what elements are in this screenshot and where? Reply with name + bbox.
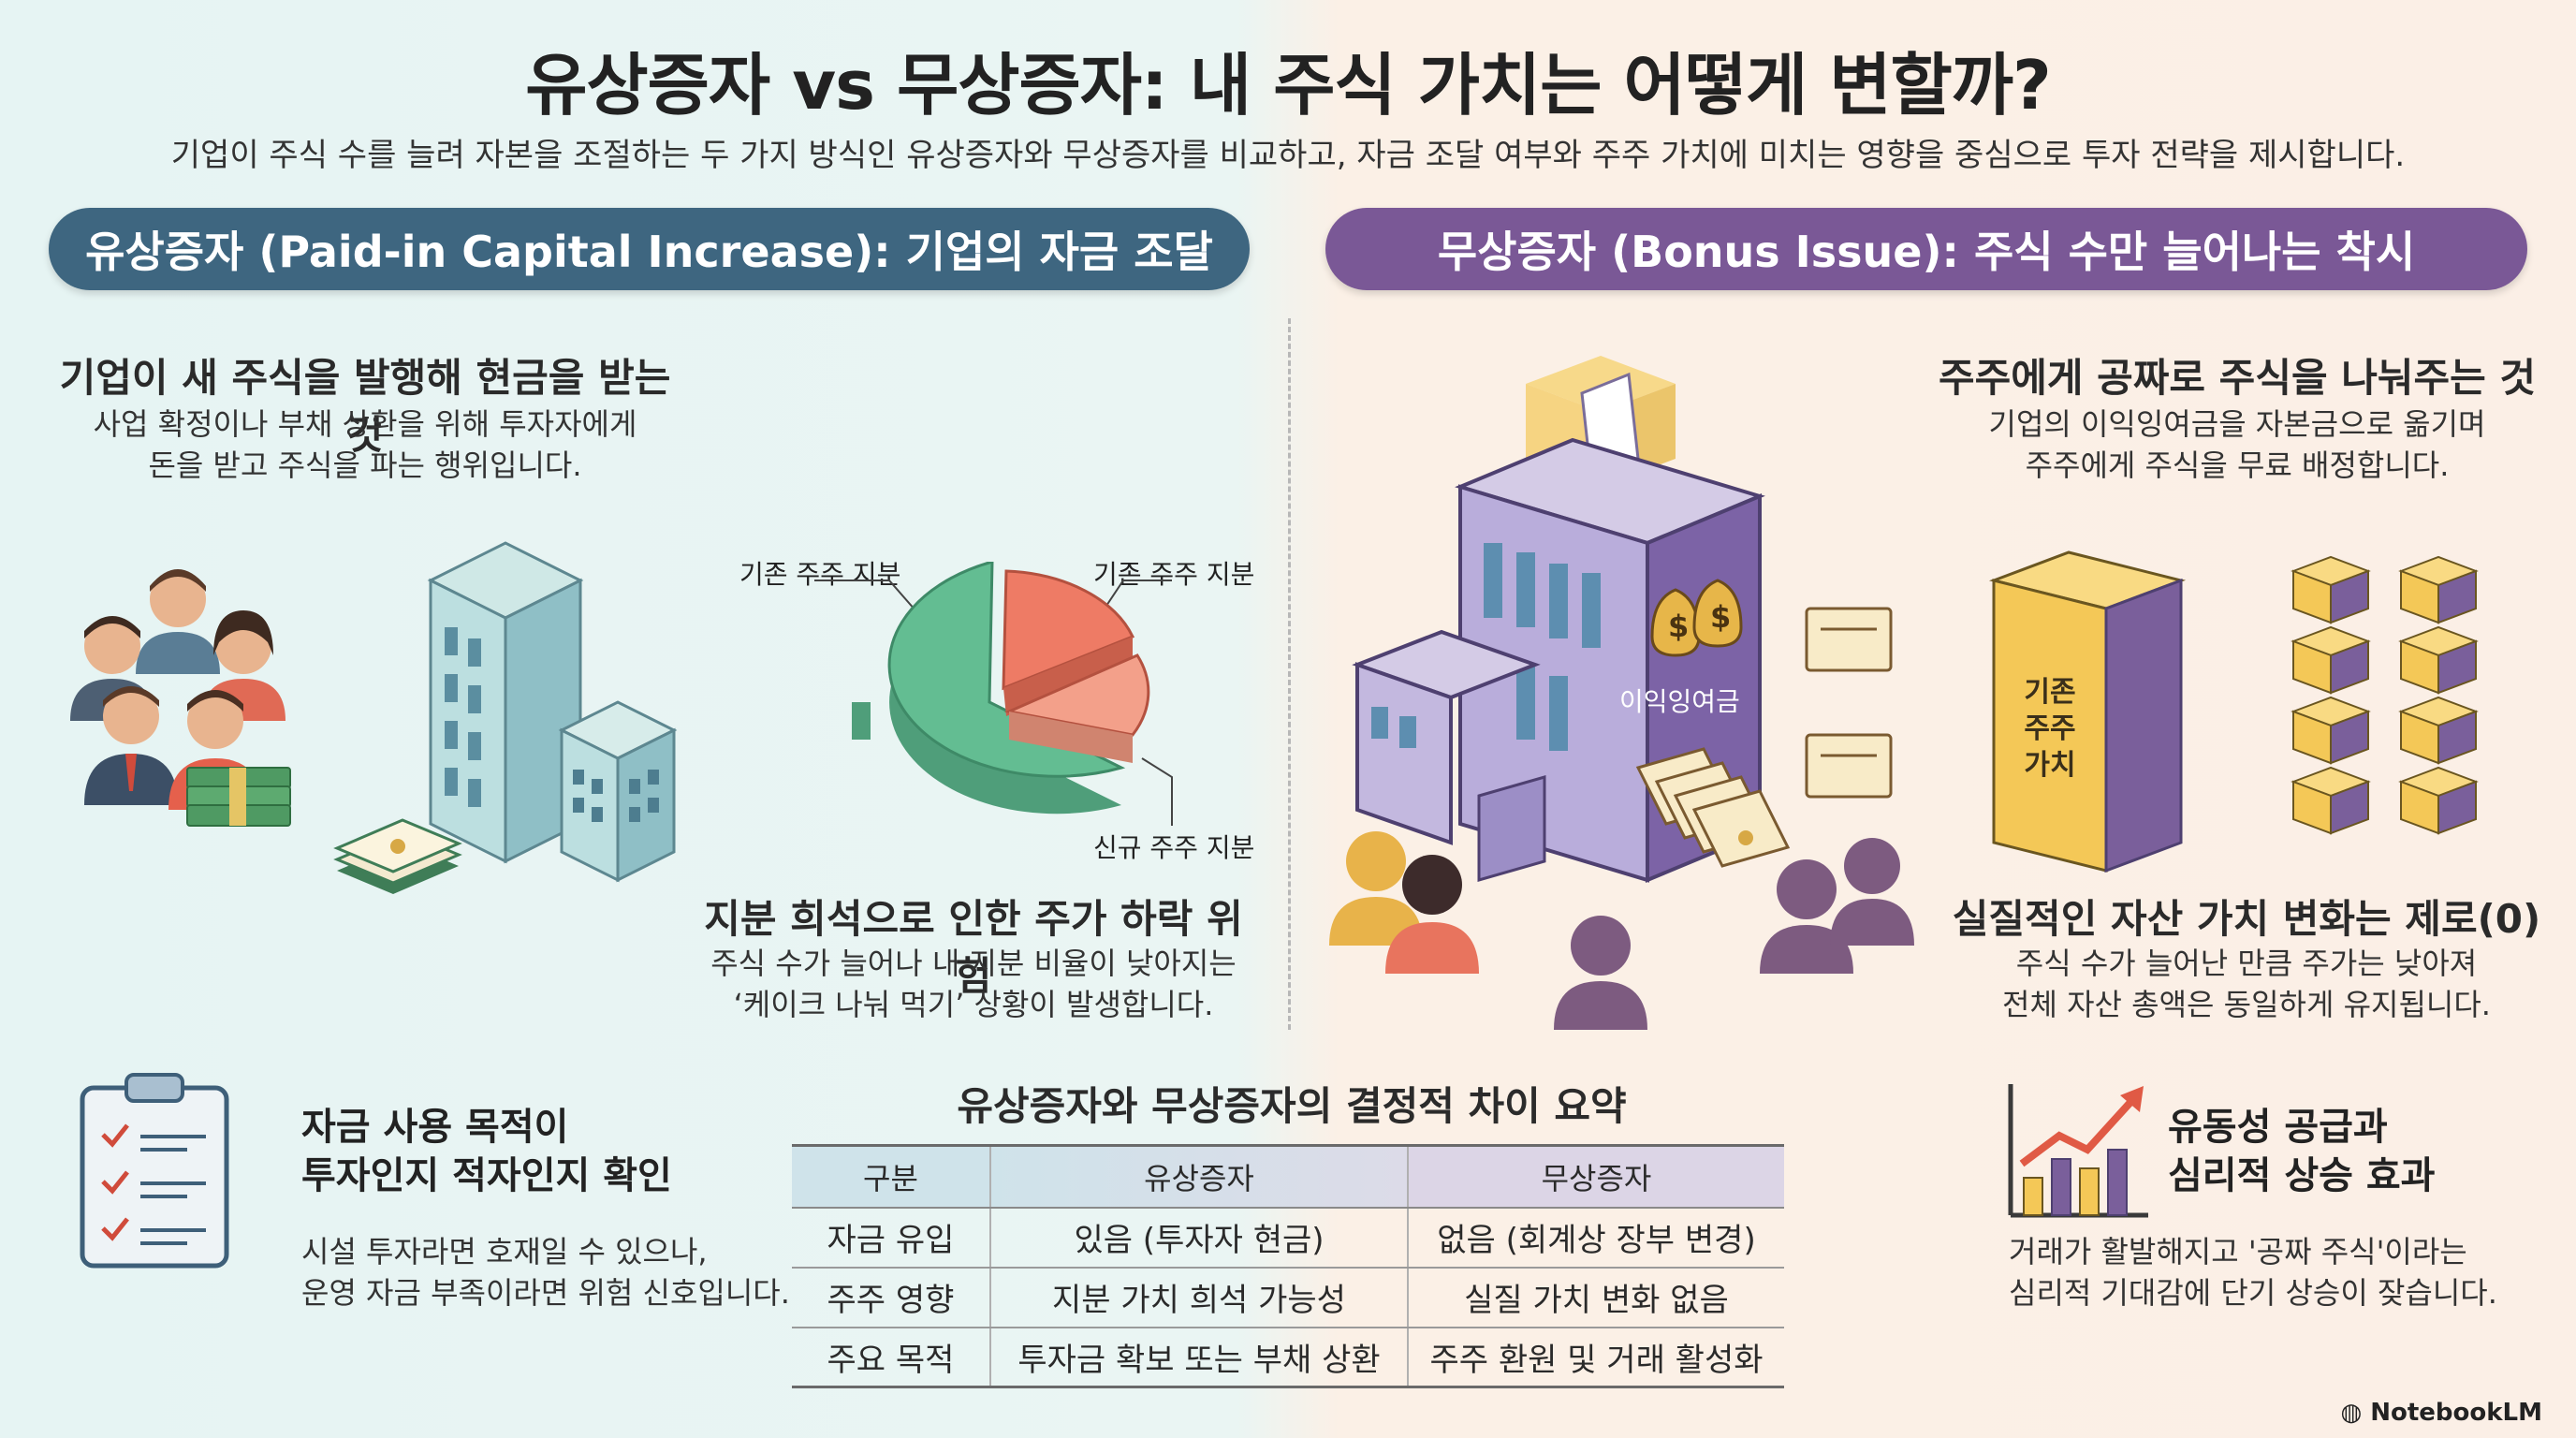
pie-slice-existing (887, 562, 1126, 778)
svg-text:$: $ (1710, 599, 1731, 635)
fund-purpose-heading-1: 자금 사용 목적이 (301, 1106, 569, 1149)
paid-in-banner: 유상증자 (Paid-in Capital Increase): 기업의 자금 … (49, 208, 1250, 290)
zero-value-change-body-1: 주식 수가 늘어난 만큼 주가는 낮아져 (2015, 946, 2478, 981)
fund-purpose-body-2: 운영 자금 부족이라면 위험 신호입니다. (301, 1275, 790, 1311)
liquidity-body-2: 심리적 기대감에 단기 상승이 잦습니다. (2009, 1275, 2497, 1311)
paid-in-definition-heading: 기업이 새 주식을 발행해 현금을 받는 것 (59, 355, 671, 458)
section-divider (1288, 318, 1291, 1030)
notebooklm-watermark: ◍ NotebookLM (2340, 1399, 2542, 1427)
page-subtitle: 기업이 주식 수를 늘려 자본을 조절하는 두 가지 방식인 유상증자와 무상증… (170, 137, 2406, 174)
liquidity-heading-2: 심리적 상승 효과 (2168, 1154, 2436, 1197)
table-cell: 없음 (회계상 장부 변경) (1407, 1207, 1784, 1269)
investors-icon (70, 569, 291, 827)
table-header-row: 구분 유상증자 무상증자 (792, 1144, 1784, 1209)
table-cell: 지분 가치 희석 가능성 (989, 1267, 1408, 1328)
table-header-bonus: 무상증자 (1407, 1144, 1784, 1209)
table-cell: 투자금 확보 또는 부채 상환 (989, 1327, 1408, 1388)
page-title: 유상증자 vs 무상증자: 내 주식 가치는 어떻게 변할까? (525, 46, 2052, 125)
shareholders-icon (1329, 831, 1914, 1030)
fund-purpose-body-1: 시설 투자라면 호재일 수 있으나, (301, 1234, 708, 1269)
watermark-text: NotebookLM (2370, 1399, 2542, 1427)
table-cell: 자금 유입 (792, 1207, 990, 1269)
paid-in-definition-body-1: 사업 확정이나 부채 상환을 위해 투자자에게 (93, 406, 637, 442)
bonus-definition-heading: 주주에게 공짜로 주식을 나눠주는 것 (1938, 355, 2537, 401)
pie-slice-new-1 (1002, 569, 1135, 691)
table-cell: 있음 (투자자 현금) (989, 1207, 1408, 1269)
table-row: 자금 유입 있음 (투자자 현금) 없음 (회계상 장부 변경) (792, 1207, 1784, 1269)
pie-label-new-shareholder: 신규 주주 지분 (1093, 832, 1255, 863)
table-cell: 주주 영향 (792, 1267, 990, 1328)
zero-value-change-body-2: 전체 자산 총액은 동일하게 유지됩니다. (2002, 987, 2491, 1022)
pie-slice-new-2 (1003, 653, 1150, 737)
checklist-icon (80, 1073, 229, 1269)
paid-in-definition-body-2: 돈을 받고 주식을 파는 행위입니다. (148, 448, 582, 483)
dilution-risk-body-1: 주식 수가 늘어나 내 지분 비율이 낮아지는 (710, 946, 1237, 981)
table-cell: 주주 환원 및 거래 활성화 (1407, 1327, 1784, 1388)
summary-table: 구분 유상증자 무상증자 자금 유입 있음 (투자자 현금) 없음 (회계상 장… (792, 1144, 1784, 1388)
zero-value-change-heading: 실질적인 자산 가치 변화는 제로(0) (1952, 896, 2541, 942)
table-cell: 실질 가치 변화 없음 (1407, 1267, 1784, 1328)
summary-table-title: 유상증자와 무상증자의 결정적 차이 요약 (957, 1083, 1627, 1129)
fund-purpose-heading-2: 투자인지 적자인지 확인 (301, 1154, 672, 1197)
table-header-paid-in: 유상증자 (989, 1144, 1408, 1209)
table-row: 주주 영향 지분 가치 희석 가능성 실질 가치 변화 없음 (792, 1267, 1784, 1328)
share-value-comparison-icon (1988, 550, 2479, 873)
table-row: 주요 목적 투자금 확보 또는 부채 상환 주주 환원 및 거래 활성화 (792, 1327, 1784, 1388)
liquidity-heading-1: 유동성 공급과 (2168, 1106, 2388, 1149)
notebooklm-logo-icon: ◍ (2340, 1399, 2371, 1427)
table-header-category: 구분 (792, 1144, 990, 1209)
liquidity-body-1: 거래가 활발해지고 '공짜 주식'이라는 (2009, 1234, 2467, 1269)
dilution-pie-chart (814, 562, 1173, 826)
table-cell: 주요 목적 (792, 1327, 990, 1388)
dilution-risk-heading: 지분 희석으로 인한 주가 하락 위험 (704, 896, 1243, 999)
bonus-issue-banner: 무상증자 (Bonus Issue): 주식 수만 늘어나는 착시 (1325, 208, 2527, 290)
rising-chart-icon (2008, 1084, 2148, 1218)
pie-label-existing-left: 기존 주주 지분 (739, 559, 901, 590)
svg-text:$: $ (1668, 609, 1689, 644)
existing-value-label: 기존 주주 가치 (2024, 676, 2076, 782)
retained-earnings-label: 이익잉여금 (1619, 686, 1740, 717)
dilution-risk-body-2: ‘케이크 나눠 먹기’ 상황이 발생합니다. (733, 987, 1214, 1022)
bonus-definition-body-1: 기업의 이익잉여금을 자본금으로 옮기며 (1988, 406, 2486, 442)
bonus-definition-body-2: 주주에게 주식을 무료 배정합니다. (2025, 448, 2450, 483)
bonus-company-building-icon: $ $ (1352, 356, 1893, 883)
company-building-icon (333, 541, 678, 894)
